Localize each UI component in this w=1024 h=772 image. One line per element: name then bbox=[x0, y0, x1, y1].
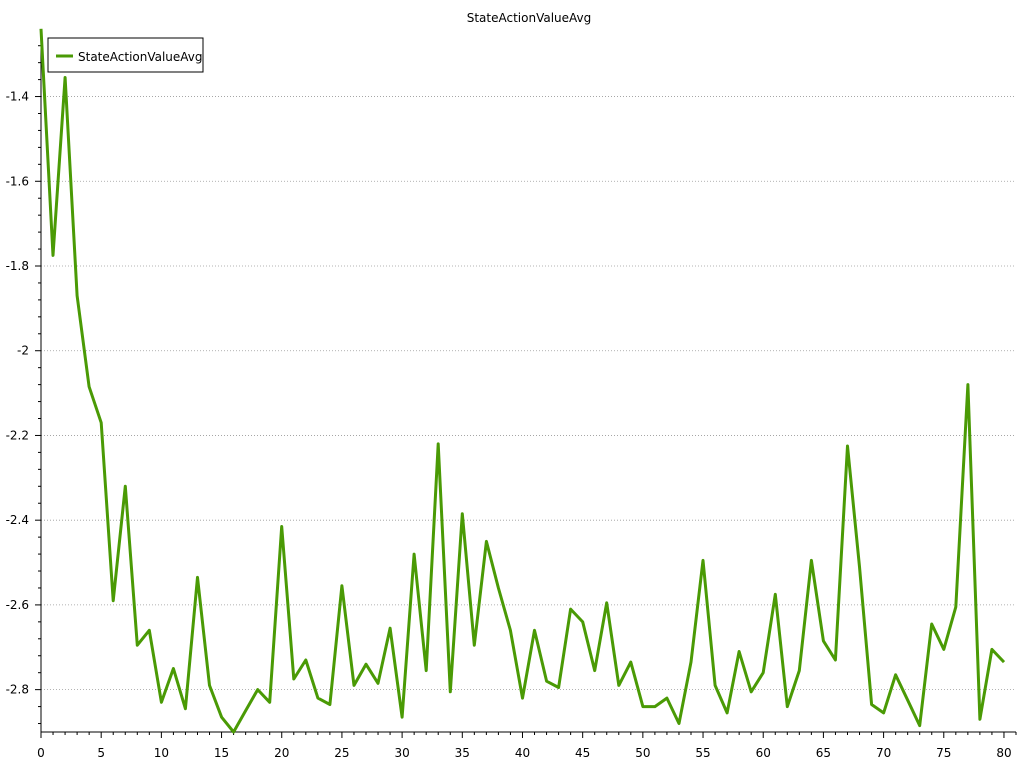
y-tick-label: -2.4 bbox=[6, 513, 29, 527]
legend-box bbox=[47, 37, 204, 73]
series-layer bbox=[39, 28, 1006, 734]
grid-lines bbox=[41, 96, 1016, 691]
x-tick-label: 5 bbox=[97, 746, 105, 760]
y-tick-label: -2 bbox=[17, 344, 29, 358]
series-line bbox=[39, 28, 1006, 734]
x-tick-label: 80 bbox=[996, 746, 1011, 760]
x-tick-label: 55 bbox=[695, 746, 710, 760]
x-tick-label: 50 bbox=[635, 746, 650, 760]
y-tick-label: -2.8 bbox=[6, 683, 29, 697]
x-tick-label: 10 bbox=[154, 746, 169, 760]
legend-label: StateActionValueAvg bbox=[78, 50, 203, 64]
axes: -2.8 -2.6 -2.4 -2.2 -2 -1.8 -1.6 -1.4 0 5 10 15 20 25… bbox=[6, 33, 1017, 760]
chart-title: StateActionValueAvg bbox=[467, 11, 592, 25]
x-tick-label: 60 bbox=[756, 746, 771, 760]
x-tick-label: 40 bbox=[515, 746, 530, 760]
x-tick-label: 65 bbox=[816, 746, 831, 760]
x-tick-label: 70 bbox=[876, 746, 891, 760]
legend: StateActionValueAvg bbox=[47, 37, 204, 73]
x-tick-label: 15 bbox=[214, 746, 229, 760]
x-tick-label: 35 bbox=[455, 746, 470, 760]
y-tick-label: -2.6 bbox=[6, 598, 29, 612]
x-tick-label: 30 bbox=[394, 746, 409, 760]
x-tick-label: 25 bbox=[334, 746, 349, 760]
x-tick-label: 45 bbox=[575, 746, 590, 760]
y-tick-label: -1.8 bbox=[6, 259, 29, 273]
y-tick-label: -1.4 bbox=[6, 90, 29, 104]
y-tick-label: -2.2 bbox=[6, 428, 29, 442]
x-tick-label: 0 bbox=[37, 746, 45, 760]
x-tick-label: 75 bbox=[936, 746, 951, 760]
x-tick-label: 20 bbox=[274, 746, 289, 760]
y-tick-label: -1.6 bbox=[6, 174, 29, 188]
